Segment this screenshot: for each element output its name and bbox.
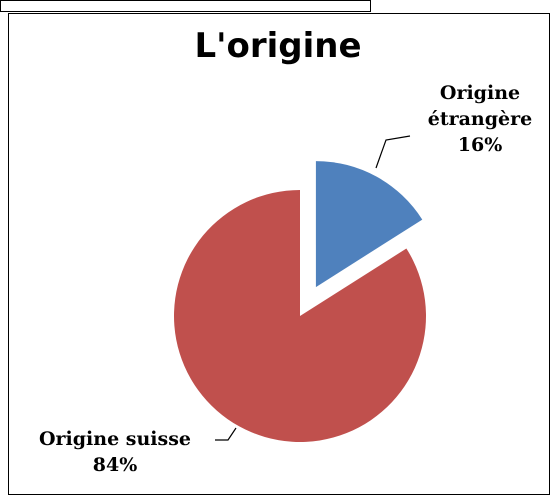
chart <box>174 135 426 442</box>
leader-line <box>215 427 237 441</box>
value-label: 16% <box>457 134 503 156</box>
category-label: Origine étrangère <box>427 82 533 130</box>
top-box <box>0 0 371 12</box>
value-label: 84% <box>92 454 138 476</box>
slice-label: Origine étrangère 16% <box>405 80 555 158</box>
chart-title: L'origine <box>194 26 362 66</box>
leader-line <box>375 135 411 169</box>
slice-label: Origine suisse 84% <box>10 426 220 478</box>
pie-slice <box>315 161 423 288</box>
category-label: Origine suisse <box>38 428 191 450</box>
pie-slice <box>174 190 426 442</box>
